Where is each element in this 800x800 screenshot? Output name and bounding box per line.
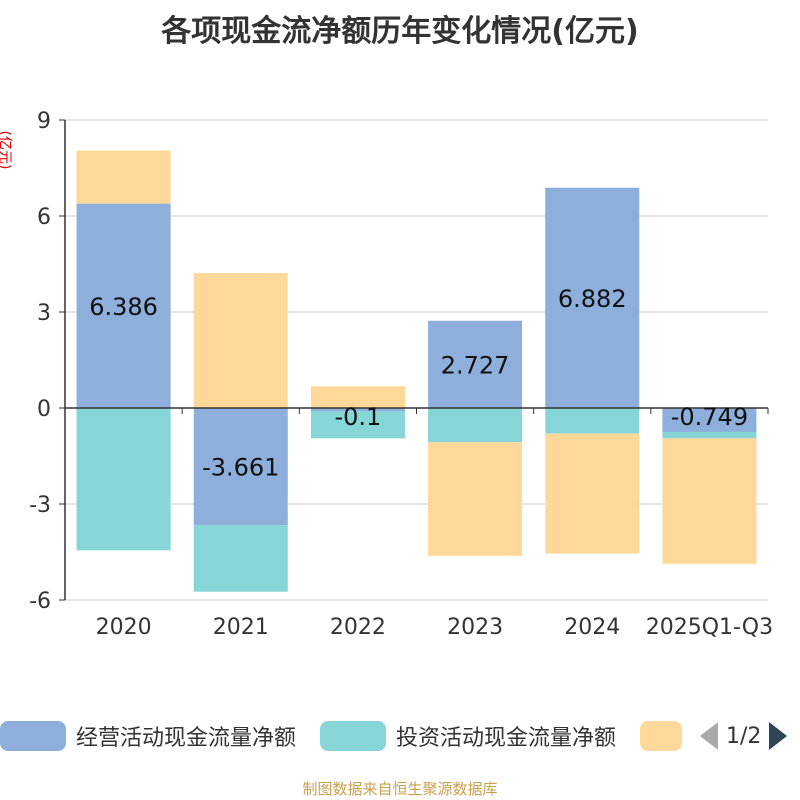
source-footer: 制图数据来自恒生聚源数据库 (302, 780, 498, 798)
bars (76, 150, 757, 592)
x-tick-label: 2023 (447, 615, 503, 640)
bar-2-2022 (310, 386, 405, 408)
bar-1-2025Q1-Q3 (662, 431, 757, 439)
axes: 9 6 3 0 -3 -6 2020 2021 2022 2023 2024 2025Q1-Q3 (29, 109, 773, 640)
x-tick-label: 2020 (96, 615, 152, 640)
bar-2-2025Q1-Q3 (662, 438, 757, 564)
bar-0-2022 (310, 408, 405, 412)
bar-1-2022 (310, 411, 405, 439)
x-tick-label: 2021 (213, 615, 269, 640)
legend-next-icon[interactable] (769, 722, 788, 750)
legend-item-operating[interactable]: 经营活动现金流量净额 (0, 716, 296, 756)
y-tick-label: -3 (29, 493, 51, 518)
bar-2-2021 (193, 272, 288, 408)
bar-1-2024 (545, 408, 640, 434)
bar-0-2021 (193, 408, 288, 526)
y-tick-label: 6 (37, 205, 51, 230)
y-tick-label: 9 (37, 109, 51, 134)
legend-item-financing[interactable] (640, 716, 682, 756)
y-tick-label: -6 (29, 589, 51, 614)
data-label: 2.727 (441, 351, 510, 379)
legend-label-investing: 投资活动现金流量净额 (396, 726, 617, 751)
bar-2-2023 (428, 442, 523, 556)
x-tick-label: 2025Q1-Q3 (646, 615, 773, 640)
bar-1-2021 (193, 525, 288, 592)
legend-label-operating: 经营活动现金流量净额 (76, 726, 297, 751)
bar-0-2023 (428, 320, 523, 408)
bar-1-2023 (428, 408, 523, 443)
chart-title: 各项现金流净额历年变化情况(亿元) (161, 14, 639, 49)
y-tick-label: 0 (37, 397, 51, 422)
data-label: 6.386 (89, 293, 158, 321)
legend-swatch-operating (0, 721, 66, 751)
y-tick-label: 3 (37, 301, 51, 326)
bar-2-2024 (545, 433, 640, 554)
legend-page-indicator: 1/2 (726, 723, 762, 749)
data-label: -3.661 (202, 454, 279, 482)
legend-swatch-investing (320, 721, 386, 751)
legend: 经营活动现金流量净额 投资活动现金流量净额 1/2 (0, 716, 800, 756)
data-label: 6.882 (558, 285, 627, 313)
legend-prev-icon[interactable] (700, 722, 718, 750)
data-label: -0.749 (671, 403, 748, 431)
data-labels: 6.386 -3.661 -0.1 2.727 6.882 -0.749 (89, 285, 748, 482)
bar-1-2020 (76, 408, 171, 551)
bar-0-2020 (76, 203, 171, 408)
x-tick-label: 2024 (564, 615, 620, 640)
bar-2-2020 (76, 150, 171, 204)
legend-swatch-financing (640, 721, 682, 751)
bar-0-2025Q1-Q3 (662, 408, 757, 432)
bar-chart: 9 6 3 0 -3 -6 2020 2021 2022 2023 2024 2025Q1-Q3 6.… (29, 109, 773, 640)
bar-0-2024 (545, 187, 640, 408)
legend-item-investing[interactable]: 投资活动现金流量净额 (320, 716, 616, 756)
data-label: -0.1 (335, 403, 382, 431)
x-tick-label: 2022 (330, 615, 386, 640)
legend-pager: 1/2 (700, 716, 788, 756)
